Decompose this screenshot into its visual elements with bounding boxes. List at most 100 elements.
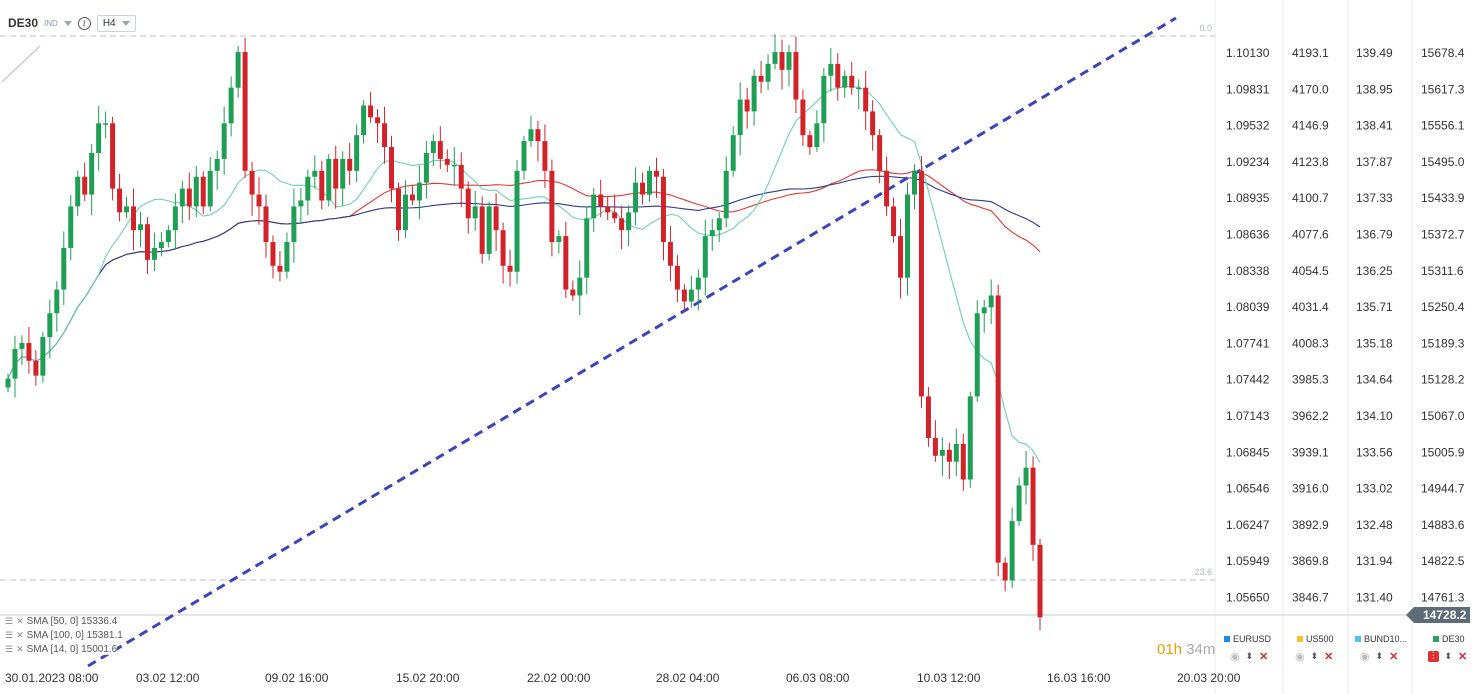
candle-down (807, 135, 813, 148)
candle-down (500, 230, 506, 266)
legend-color-swatch (1224, 636, 1230, 642)
indicator-sma-100[interactable]: ☰ ✕ SMA [100, 0] 15381.1 (5, 630, 123, 641)
y-tick-label: 15372.7 (1421, 228, 1465, 242)
candle-down (437, 141, 443, 159)
candle-up (89, 152, 95, 195)
settings-icon[interactable]: ☰ (5, 630, 14, 640)
candle-up (591, 194, 597, 219)
candle-up (905, 194, 911, 278)
candle-up (312, 170, 318, 177)
candle-down (277, 265, 283, 272)
candle-up (730, 135, 736, 171)
candle-down (925, 396, 931, 438)
active-series-icon[interactable]: ⫶ (1428, 651, 1439, 662)
move-updown-icon[interactable]: ⬍ (1375, 651, 1384, 661)
drawing-tool-line (1, 45, 41, 83)
candle-down (395, 188, 401, 231)
candle-up (528, 129, 534, 142)
eye-icon[interactable]: ◉ (1295, 651, 1305, 663)
close-icon[interactable]: ✕ (16, 616, 24, 626)
candle-up (151, 247, 157, 260)
candle-up (96, 123, 102, 153)
fib-level-label: 0.0 (1199, 23, 1212, 33)
candle-down (877, 135, 883, 171)
move-updown-icon[interactable]: ⬍ (1310, 651, 1319, 661)
y-tick-label: 1.06845 (1226, 445, 1270, 459)
eye-icon[interactable]: ◉ (1360, 651, 1370, 663)
candle-down (619, 218, 625, 231)
legend-de30[interactable]: DE30 (1433, 634, 1465, 644)
candle-down (793, 52, 799, 100)
symbol-name[interactable]: DE30 (8, 16, 39, 30)
candle-down (884, 170, 890, 207)
candle-down (389, 147, 395, 189)
y-tick-label: 4054.5 (1292, 264, 1329, 278)
timer-hours: 01h (1157, 641, 1183, 658)
candle-up (47, 313, 53, 338)
y-tick-label: 3985.3 (1292, 373, 1329, 387)
candle-up (626, 212, 632, 231)
y-tick-label: 1.05650 (1226, 591, 1270, 605)
settings-icon[interactable]: ☰ (5, 616, 14, 626)
info-icon[interactable]: i (77, 16, 91, 30)
current-price-tag (1406, 607, 1470, 623)
candle-down (542, 141, 548, 171)
candle-up (68, 206, 74, 248)
candle-down (110, 123, 116, 189)
remove-icon[interactable]: ✕ (1259, 651, 1269, 663)
candle-down (319, 170, 325, 201)
candle-down (144, 224, 150, 260)
legend-eurusd[interactable]: EURUSD (1224, 634, 1271, 644)
candle-up (911, 170, 917, 195)
x-tick-label: 10.03 12:00 (917, 671, 981, 685)
candle-down (779, 52, 785, 70)
remove-icon[interactable]: ✕ (1389, 651, 1399, 663)
candle-up (772, 52, 778, 64)
remove-icon[interactable]: ✕ (1458, 651, 1468, 663)
candle-up (61, 247, 67, 290)
indicator-sma-14[interactable]: ☰ ✕ SMA [14, 0] 15001.6 (5, 644, 118, 655)
candle-down (242, 52, 248, 171)
candle-up (786, 52, 792, 70)
timer-minutes: 34m (1186, 641, 1216, 658)
move-updown-icon[interactable]: ⬍ (1245, 651, 1254, 661)
candle-down (535, 129, 541, 142)
candle-up (842, 75, 848, 88)
candle-down (898, 236, 904, 278)
symbol-dropdown-icon[interactable] (63, 20, 72, 26)
settings-icon[interactable]: ☰ (5, 644, 14, 654)
candle-down (1030, 467, 1036, 545)
candle-up (695, 277, 701, 290)
candle-down (570, 289, 576, 296)
y-tick-label: 15617.3 (1421, 82, 1465, 96)
indicator-sma-50[interactable]: ☰ ✕ SMA [50, 0] 15336.4 (5, 616, 118, 627)
chart-header: DE30 IND i H4 (8, 12, 136, 34)
y-tick-label: 14761.3 (1421, 591, 1465, 605)
symbol-type: IND (44, 18, 58, 28)
candle-down (200, 176, 206, 207)
candle-down (946, 449, 952, 462)
candle-up (688, 289, 694, 302)
candle-up (1016, 485, 1022, 522)
y-tick-label: 138.95 (1356, 82, 1393, 96)
y-tick-label: 1.07741 (1226, 336, 1270, 350)
legend-bund10y[interactable]: BUND10... (1355, 634, 1407, 644)
candle-down (507, 265, 513, 272)
fib-level-label: 23.6 (1194, 567, 1212, 577)
candle-up (556, 236, 562, 243)
candle-down (744, 99, 750, 112)
close-icon[interactable]: ✕ (16, 644, 24, 654)
candle-down (681, 289, 687, 302)
candle-down (549, 170, 555, 243)
legend-us500[interactable]: US500 (1297, 634, 1334, 644)
y-tick-label: 135.18 (1356, 336, 1393, 350)
eye-icon[interactable]: ◉ (1230, 651, 1240, 663)
candle-up (179, 188, 185, 207)
timeframe-select[interactable]: H4 (96, 14, 136, 32)
close-icon[interactable]: ✕ (16, 630, 24, 640)
x-tick-label: 28.02 04:00 (656, 671, 720, 685)
move-updown-icon[interactable]: ⬍ (1444, 651, 1453, 661)
remove-icon[interactable]: ✕ (1324, 651, 1334, 663)
candle-down (598, 194, 604, 207)
